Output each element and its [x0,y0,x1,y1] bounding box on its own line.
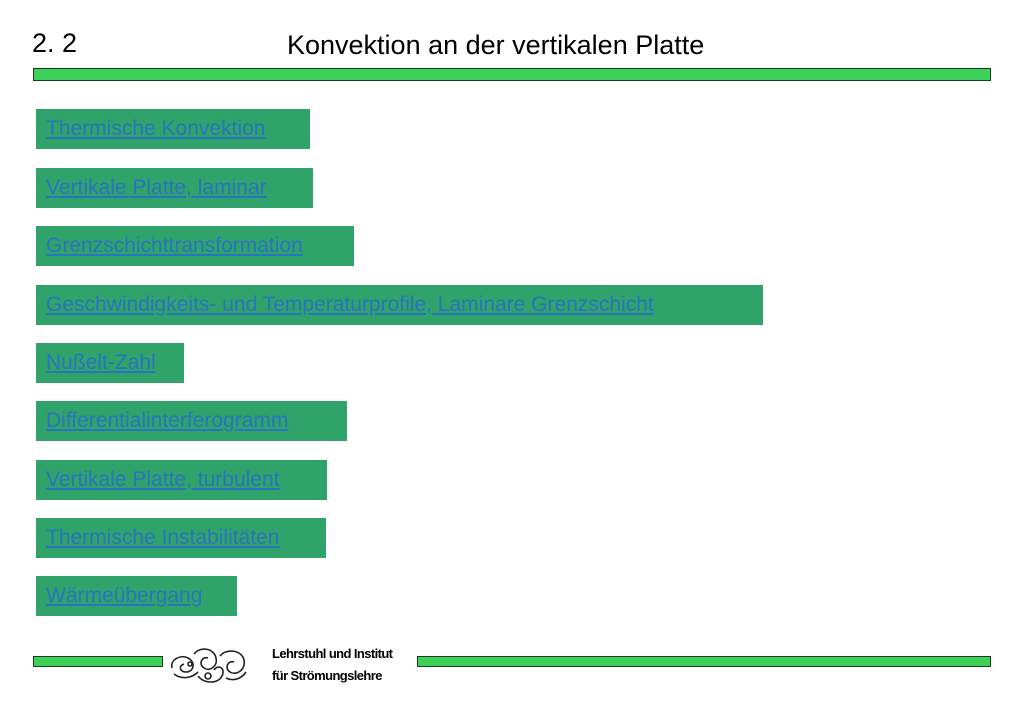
link-thermische-konvektion[interactable]: Thermische Konvektion [36,109,310,149]
footer-right-bar [417,656,991,667]
section-number: 2. 2 [32,28,78,58]
page-title: Konvektion an der vertikalen Platte [287,30,705,60]
swirl-logo-icon [170,648,247,683]
link-differentialinterferogramm[interactable]: Differentialinterferogramm [36,401,347,441]
link-vertikale-platte-laminar[interactable]: Vertikale Platte, laminar [36,168,313,208]
link-grenzschichttransformation[interactable]: Grenzschichttransformation [36,226,354,266]
link-waermeuebergang[interactable]: Wärmeübergang [36,576,237,616]
link-nusselt-zahl[interactable]: Nußelt-Zahl [36,343,184,383]
link-geschwindigkeits-temperaturprofile[interactable]: Geschwindigkeits- und Temperaturprofile,… [36,285,763,325]
institute-label: Lehrstuhl und Institut für Strömungslehr… [272,643,393,687]
link-vertikale-platte-turbulent[interactable]: Vertikale Platte, turbulent [36,460,327,500]
header-divider-bar [33,68,991,81]
link-thermische-instabilitaeten[interactable]: Thermische Instabilitäten [36,518,326,558]
institute-line1: Lehrstuhl und Institut [272,646,393,661]
footer-left-bar [33,656,163,667]
institute-line2: für Strömungslehre [272,668,382,683]
